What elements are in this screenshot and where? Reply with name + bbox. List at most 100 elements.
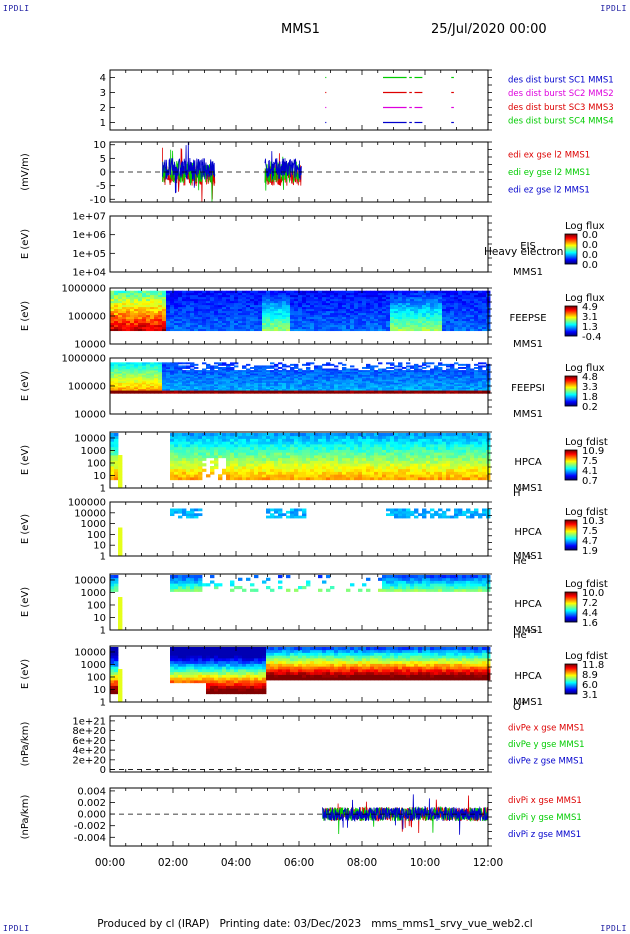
spectrogram-cell bbox=[262, 328, 267, 332]
spectrogram-cell bbox=[142, 370, 147, 373]
spectrogram-cell bbox=[450, 380, 455, 383]
spectrogram-cell bbox=[254, 385, 259, 388]
spectrogram-cell bbox=[278, 370, 283, 373]
spectrogram-cell bbox=[126, 306, 131, 310]
spectrogram-cell bbox=[318, 298, 323, 302]
spectrogram-cell bbox=[390, 326, 395, 330]
spectrogram-cell bbox=[454, 390, 459, 393]
spectrogram-cell bbox=[382, 294, 387, 298]
spectrogram-cell bbox=[310, 476, 315, 481]
spectrogram-cell bbox=[390, 292, 395, 296]
spectrogram-cell bbox=[314, 322, 319, 326]
spectrogram-cell bbox=[146, 374, 151, 377]
spectrogram-cell bbox=[302, 371, 307, 374]
spectrogram-cell bbox=[138, 308, 143, 312]
spectrogram-cell bbox=[466, 376, 471, 379]
spectrogram-cell bbox=[450, 324, 455, 328]
spectrogram-cell bbox=[434, 380, 439, 383]
spectrogram-cell bbox=[214, 318, 219, 322]
spectrogram-cell bbox=[358, 377, 363, 380]
spectrogram-cell bbox=[266, 443, 271, 448]
spectrogram-cell bbox=[138, 324, 143, 328]
spectrogram-cell bbox=[202, 370, 207, 373]
spectrogram-cell bbox=[234, 294, 239, 298]
spectrogram-cell bbox=[458, 316, 463, 320]
spectrogram-cell bbox=[142, 373, 147, 376]
spectrogram-cell bbox=[370, 310, 375, 314]
spectrogram-cell bbox=[406, 371, 411, 374]
spectrogram-cell bbox=[338, 302, 343, 306]
spectrogram-cell bbox=[462, 371, 467, 374]
spectrogram-cell bbox=[286, 370, 291, 373]
spectrogram-cell bbox=[182, 452, 187, 456]
spectrogram-cell bbox=[230, 435, 235, 439]
spectrogram-cell bbox=[222, 449, 227, 453]
spectrogram-cell bbox=[258, 316, 263, 320]
spectrogram-cell bbox=[294, 380, 299, 383]
spectrogram-cell bbox=[438, 376, 443, 379]
spectrogram-cell bbox=[406, 312, 411, 316]
spectrogram-cell bbox=[270, 328, 275, 332]
spectrogram-cell bbox=[434, 390, 439, 393]
spectrogram-cell bbox=[242, 324, 247, 328]
spectrogram-cell bbox=[322, 374, 327, 377]
spectrogram-cell bbox=[314, 310, 319, 314]
spectrogram-cell bbox=[154, 302, 159, 306]
spectrogram-cell bbox=[138, 383, 143, 386]
colorbar-segment bbox=[565, 325, 577, 327]
spectrogram-cell bbox=[266, 298, 271, 302]
spectrogram-cell bbox=[450, 374, 455, 377]
spectrogram-cell bbox=[226, 370, 231, 373]
spectrogram-cell bbox=[330, 452, 335, 456]
spectrogram-cell bbox=[410, 376, 415, 379]
spectrogram-cell bbox=[266, 388, 271, 391]
spectrogram-cell bbox=[170, 391, 175, 394]
spectrogram-cell bbox=[466, 368, 471, 371]
spectrogram-cell bbox=[154, 383, 159, 386]
colorbar-segment bbox=[565, 261, 577, 263]
spectrogram-cell bbox=[414, 306, 419, 310]
spectrogram-cell bbox=[422, 300, 427, 304]
spectrogram-cell bbox=[266, 457, 271, 461]
spectrogram-cell bbox=[342, 310, 347, 314]
spectrogram-cell bbox=[474, 363, 479, 366]
spectrogram-cell bbox=[358, 318, 363, 322]
spectrogram-cell bbox=[462, 376, 467, 379]
spectrogram-cell bbox=[146, 376, 151, 379]
spectrogram-cell bbox=[146, 368, 151, 371]
spectrogram-cell bbox=[174, 324, 179, 328]
spectrogram-cell bbox=[238, 377, 243, 380]
spectrogram-cell bbox=[282, 385, 287, 388]
spectrogram-cell bbox=[262, 471, 267, 475]
spectrogram-cell bbox=[266, 292, 271, 296]
spectrogram-cell bbox=[250, 312, 255, 316]
spectrogram-cell bbox=[246, 387, 251, 390]
spectrogram-cell bbox=[194, 300, 199, 304]
spectrogram-cell bbox=[254, 443, 259, 448]
spectrogram-cell bbox=[126, 290, 131, 294]
spectrogram-cell bbox=[218, 377, 223, 380]
spectrogram-cell bbox=[298, 374, 303, 377]
spectrogram-cell bbox=[478, 379, 483, 382]
spectrogram-cell bbox=[198, 300, 203, 304]
spectrogram-cell bbox=[270, 318, 275, 322]
spectrogram-cell bbox=[458, 388, 463, 391]
spectrogram-cell bbox=[370, 294, 375, 298]
spectrogram-cell bbox=[114, 435, 119, 439]
spectrogram-cell bbox=[462, 316, 467, 320]
spectrogram-cell bbox=[118, 322, 123, 326]
spectrogram-cell bbox=[234, 382, 239, 385]
spectrogram-cell bbox=[434, 326, 439, 330]
spectrogram-cell bbox=[338, 443, 343, 448]
spectrogram-cell bbox=[194, 377, 199, 380]
spectrogram-cell bbox=[158, 306, 163, 310]
spectrogram-cell bbox=[226, 368, 231, 371]
spectrogram-cell bbox=[274, 468, 279, 472]
spectrogram-cell bbox=[250, 390, 255, 393]
spectrogram-cell bbox=[114, 316, 119, 320]
spectrogram-cell bbox=[362, 292, 367, 296]
spectrogram-cell bbox=[414, 304, 419, 308]
spectrogram-cell bbox=[314, 374, 319, 377]
spectrogram-cell bbox=[430, 326, 435, 330]
spectrogram-cell bbox=[146, 306, 151, 310]
